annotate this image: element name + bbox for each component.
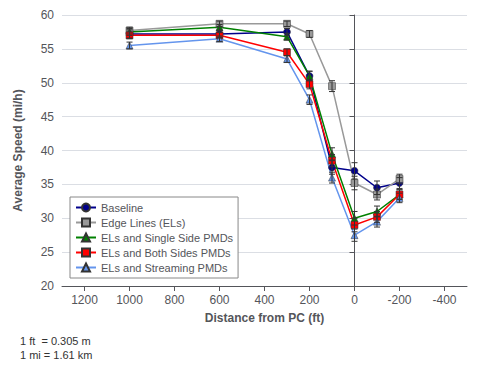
svg-text:1000: 1000 xyxy=(116,293,143,307)
svg-text:ELs and Both Sides PMDs: ELs and Both Sides PMDs xyxy=(101,247,231,259)
svg-text:200: 200 xyxy=(299,293,319,307)
svg-text:-200: -200 xyxy=(387,293,411,307)
svg-text:ELs and Single Side PMDs: ELs and Single Side PMDs xyxy=(101,232,234,244)
svg-text:400: 400 xyxy=(254,293,274,307)
svg-text:40: 40 xyxy=(41,144,55,158)
svg-text:Baseline: Baseline xyxy=(101,202,143,214)
svg-text:Edge Lines (ELs): Edge Lines (ELs) xyxy=(101,217,185,229)
svg-text:Average Speed (mi/h): Average Speed (mi/h) xyxy=(11,89,25,211)
svg-text:60: 60 xyxy=(41,8,55,22)
svg-text:ELs and Streaming PMDs: ELs and Streaming PMDs xyxy=(101,262,228,274)
svg-text:25: 25 xyxy=(41,245,55,259)
svg-text:55: 55 xyxy=(41,42,55,56)
svg-text:1 mi = 1.61 km: 1 mi = 1.61 km xyxy=(20,349,92,361)
svg-text:35: 35 xyxy=(41,177,55,191)
svg-text:50: 50 xyxy=(41,76,55,90)
svg-text:45: 45 xyxy=(41,110,55,124)
svg-text:600: 600 xyxy=(209,293,229,307)
svg-text:-400: -400 xyxy=(432,293,456,307)
svg-text:1200: 1200 xyxy=(71,293,98,307)
svg-text:Distance from PC (ft): Distance from PC (ft) xyxy=(205,311,324,325)
svg-text:800: 800 xyxy=(164,293,184,307)
svg-text:0: 0 xyxy=(351,293,358,307)
svg-text:20: 20 xyxy=(41,279,55,293)
svg-text:1 ft = 0.305 m: 1 ft = 0.305 m xyxy=(20,335,91,347)
svg-text:30: 30 xyxy=(41,211,55,225)
